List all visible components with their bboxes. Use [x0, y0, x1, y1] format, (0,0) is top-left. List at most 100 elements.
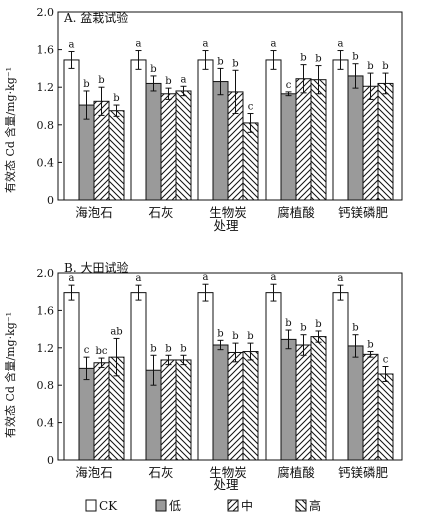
category-label: 石灰 — [148, 205, 173, 220]
bar — [280, 93, 297, 201]
bar — [78, 367, 95, 461]
bar — [175, 359, 192, 461]
category-label: 石灰 — [148, 465, 173, 480]
y-tick-label: 0 — [47, 454, 54, 467]
category-label: 生物炭 — [209, 205, 247, 220]
y-tick-label: 0.4 — [37, 156, 55, 169]
significance-label: b — [300, 323, 306, 334]
significance-label: b — [285, 318, 291, 329]
significance-label: b — [367, 340, 373, 351]
y-axis-label: 有效态 Cd 含量/mg·kg⁻¹ — [3, 67, 17, 193]
bar — [377, 82, 394, 201]
bar — [63, 292, 80, 461]
y-tick-label: 1.2 — [37, 81, 55, 94]
significance-label: b — [83, 79, 89, 90]
significance-label: b — [300, 53, 306, 64]
bar — [265, 292, 282, 461]
bar — [295, 78, 312, 201]
category-label: 生物炭 — [209, 465, 247, 480]
significance-label: a — [338, 39, 344, 50]
bar — [265, 59, 282, 201]
bar — [332, 292, 349, 461]
y-axis-label-lower: 有效态 Cd 含量/mg·kg⁻¹ — [3, 312, 17, 438]
significance-label: b — [113, 93, 119, 104]
panel-b-title: B. 大田试验 — [64, 260, 128, 275]
significance-label: b — [217, 56, 223, 67]
bar — [347, 75, 364, 201]
significance-label: b — [150, 64, 156, 75]
bar — [93, 362, 110, 461]
bar — [108, 110, 125, 201]
significance-label: b — [247, 331, 253, 342]
bar — [160, 93, 177, 201]
significance-label: c — [84, 345, 90, 356]
significance-label: a — [271, 39, 277, 50]
y-tick-label: 0.8 — [37, 119, 55, 132]
significance-label: a — [181, 74, 187, 85]
bar — [242, 122, 259, 201]
y-tick-label: 1.6 — [37, 44, 55, 57]
bar — [130, 292, 147, 461]
significance-label: b — [315, 319, 321, 330]
category-label: 海泡石 — [75, 205, 113, 220]
bar — [332, 59, 349, 201]
legend-label: 中 — [241, 498, 253, 513]
legend-label: 高 — [309, 498, 321, 513]
y-tick-label: 0.8 — [37, 379, 55, 392]
bar — [145, 82, 162, 201]
bar — [295, 344, 312, 461]
y-tick-label: 2.0 — [37, 6, 55, 19]
bar — [242, 351, 259, 461]
bar — [63, 59, 80, 201]
significance-label: b — [165, 76, 171, 87]
bar — [347, 345, 364, 461]
bar — [377, 373, 394, 461]
bar — [227, 351, 244, 461]
significance-label: b — [352, 323, 358, 334]
significance-label: b — [315, 54, 321, 65]
significance-label: b — [352, 52, 358, 63]
significance-label: b — [217, 328, 223, 339]
legend-swatch — [227, 499, 239, 512]
legend-swatch — [155, 499, 167, 512]
y-tick-label: 0.4 — [37, 417, 55, 430]
bar — [362, 85, 379, 201]
bar — [197, 59, 214, 201]
y-tick-label: 2.0 — [37, 267, 55, 280]
significance-label: b — [232, 58, 238, 69]
bar — [130, 59, 147, 201]
category-label: 钙镁磷肥 — [338, 205, 389, 220]
y-tick-label: 1.6 — [37, 304, 55, 317]
significance-label: b — [98, 75, 104, 86]
significance-label: a — [271, 272, 277, 283]
significance-label: a — [69, 39, 75, 50]
y-tick-label: 1.2 — [37, 342, 55, 355]
significance-label: a — [69, 273, 75, 284]
significance-label: a — [203, 272, 209, 283]
significance-label: a — [136, 39, 142, 50]
legend-label: CK — [99, 499, 118, 513]
significance-label: b — [165, 343, 171, 354]
significance-label: c — [248, 102, 254, 113]
category-label: 腐植酸 — [277, 205, 315, 220]
significance-label: b — [180, 343, 186, 354]
legend-swatch — [295, 499, 307, 512]
significance-label: a — [338, 273, 344, 284]
bar — [212, 81, 229, 201]
significance-label: c — [383, 355, 389, 366]
bar — [310, 336, 327, 461]
significance-label: bc — [95, 346, 107, 357]
y-tick-label: 0 — [47, 194, 54, 207]
legend-label: 低 — [169, 499, 181, 513]
bar — [197, 292, 214, 461]
significance-label: b — [382, 61, 388, 72]
bar — [175, 90, 192, 201]
bar — [310, 79, 327, 201]
panel-a-title: A. 盆栽试验 — [63, 10, 128, 25]
significance-label: b — [232, 331, 238, 342]
category-label: 腐植酸 — [277, 465, 315, 480]
bar — [212, 344, 229, 461]
legend-swatch — [85, 499, 97, 512]
